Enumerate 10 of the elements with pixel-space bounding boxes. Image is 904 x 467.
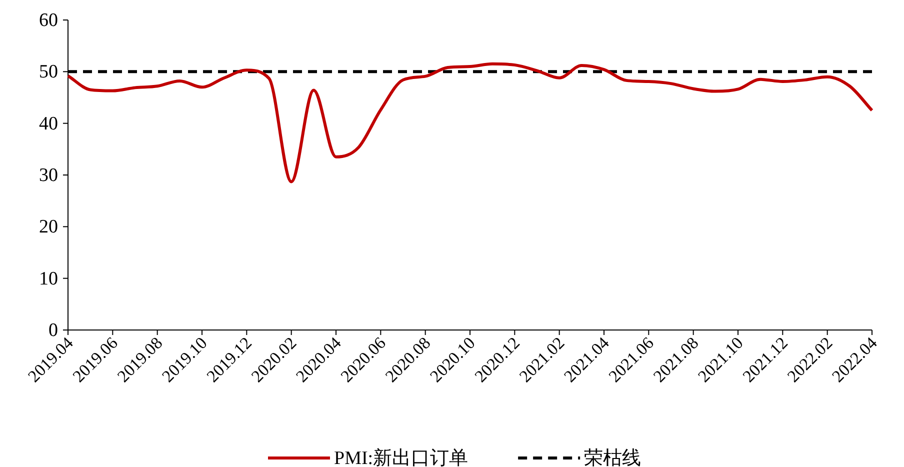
y-tick-label: 0: [48, 320, 58, 341]
line-series: [66, 62, 874, 184]
y-tick-label: 60: [39, 10, 58, 31]
y-tick-label: 40: [39, 113, 58, 134]
y-tick-label: 30: [39, 165, 58, 186]
legend-label: PMI:新出口订单: [334, 447, 468, 467]
y-tick-label: 50: [39, 62, 58, 83]
y-tick-label: 20: [39, 216, 58, 238]
legend-label: 荣枯线: [584, 448, 642, 467]
y-tick-label: 10: [39, 268, 58, 290]
